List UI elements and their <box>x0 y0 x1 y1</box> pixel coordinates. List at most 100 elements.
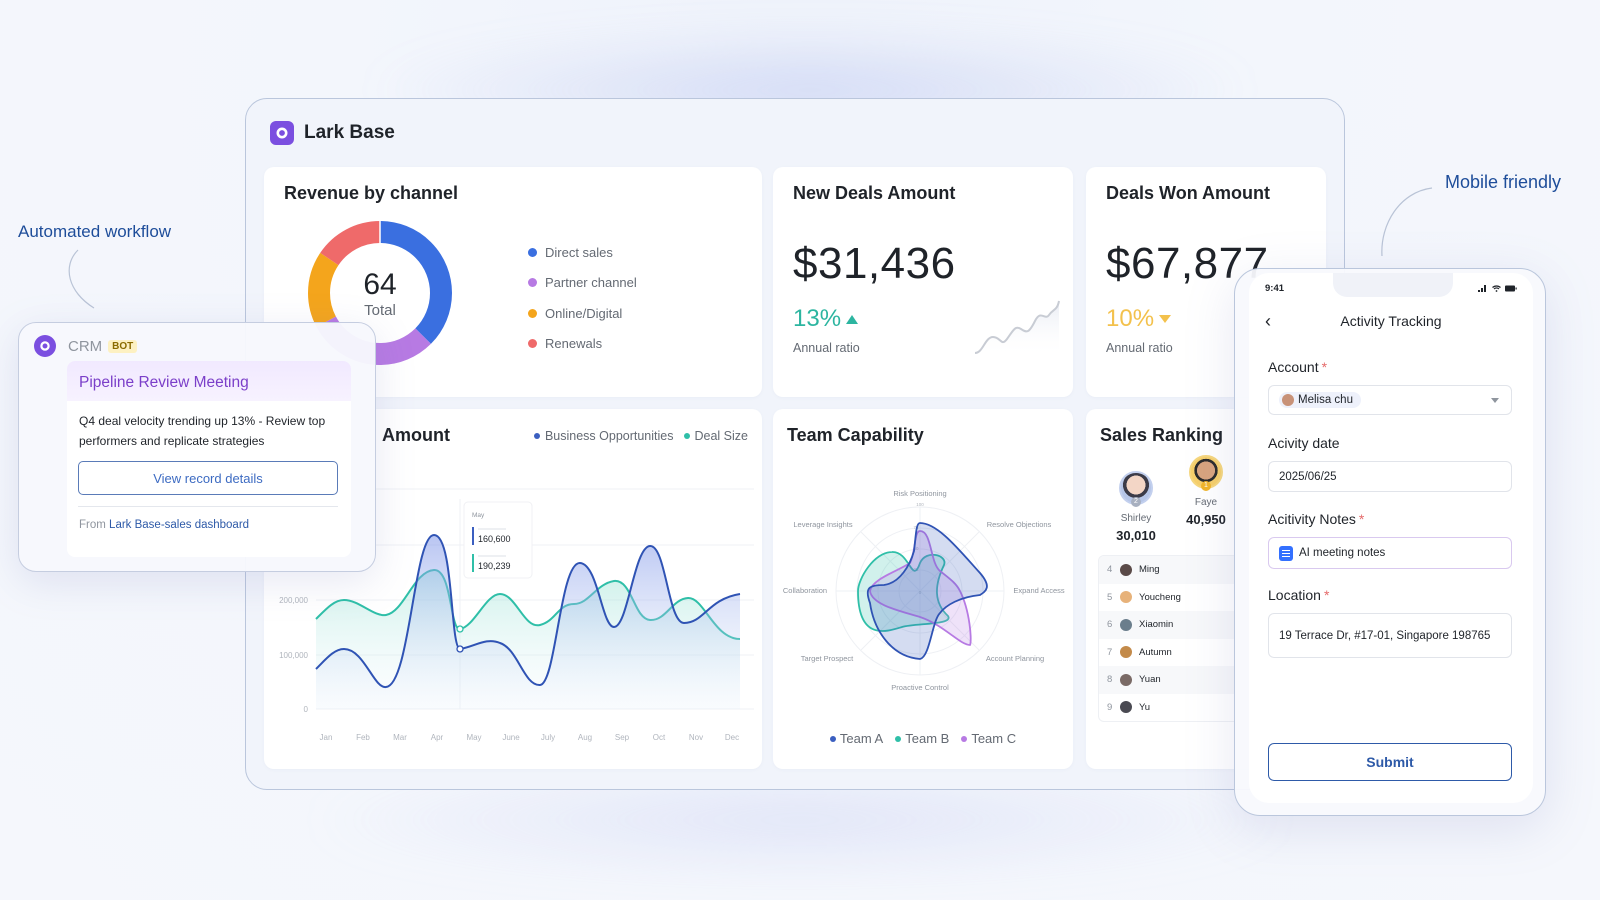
svg-text:Target Prospect: Target Prospect <box>801 654 854 663</box>
divider <box>78 506 338 507</box>
battery-icon <box>1505 285 1517 292</box>
svg-text:May: May <box>466 733 481 742</box>
ranking-row[interactable]: 7 Autumn <box>1107 646 1172 659</box>
svg-text:Sep: Sep <box>615 733 630 742</box>
svg-text:Leverage Insights: Leverage Insights <box>793 520 852 529</box>
message-source: From Lark Base-sales dashboard <box>79 519 250 531</box>
dropdown-caret-icon <box>1491 398 1499 403</box>
svg-text:Nov: Nov <box>689 733 703 742</box>
avatar <box>1282 394 1294 406</box>
svg-text:Mar: Mar <box>393 733 407 742</box>
back-chevron-icon[interactable]: ‹ <box>1265 311 1271 331</box>
team-legend: Team A Team B Team C <box>773 731 1073 746</box>
legend-item-business-opportunities[interactable]: Business Opportunities <box>533 429 674 443</box>
legend-item-online-digital[interactable]: Online/Digital <box>528 298 637 329</box>
legend-item-direct-sales[interactable]: Direct sales <box>528 237 637 268</box>
wifi-icon <box>1492 285 1501 292</box>
svg-text:0: 0 <box>919 590 922 595</box>
avatar <box>1120 673 1132 686</box>
svg-text:190,239: 190,239 <box>478 561 511 571</box>
submit-button[interactable]: Submit <box>1268 743 1512 781</box>
status-time: 9:41 <box>1265 283 1285 294</box>
ranking-row[interactable]: 9 Yu <box>1107 701 1151 714</box>
kpi-change: 10% <box>1106 305 1172 333</box>
bot-avatar-icon <box>34 335 56 357</box>
crm-bot-message: CRM BOT Pipeline Review Meeting Q4 deal … <box>18 322 376 572</box>
automated-workflow-annotation: Automated workflow <box>18 222 172 241</box>
location-field[interactable]: 19 Terrace Dr, #17-01, Singapore 198765 <box>1268 613 1512 658</box>
source-link[interactable]: Lark Base-sales dashboard <box>109 519 250 531</box>
phone-nav-bar: ‹ Activity Tracking <box>1249 311 1533 331</box>
svg-text:50: 50 <box>913 546 919 551</box>
legend-item-team-a[interactable]: Team A <box>829 731 883 746</box>
activity-notes-label: Acitivity Notes * <box>1268 511 1365 527</box>
message-title: Pipeline Review Meeting <box>67 361 351 401</box>
bot-badge: BOT <box>108 339 138 353</box>
svg-text:Aug: Aug <box>578 733 592 742</box>
svg-text:100,000: 100,000 <box>279 651 308 660</box>
card-title: Team Capability <box>787 425 924 445</box>
account-label: Account * <box>1268 359 1328 375</box>
account-chip: Melisa chu <box>1279 392 1361 408</box>
signal-icon <box>1478 285 1486 292</box>
legend-item-deal-size[interactable]: Deal Size <box>683 429 748 443</box>
app-title: Lark Base <box>304 122 395 143</box>
sparkline-chart <box>974 300 1060 357</box>
ranking-row[interactable]: 5 Youcheng <box>1107 591 1181 604</box>
card-title: Amount <box>382 425 450 445</box>
podium-rank-1[interactable]: 1 Faye 40,950 <box>1176 455 1236 527</box>
activity-date-field[interactable]: 2025/06/25 <box>1268 461 1512 492</box>
kpi-change: 13% <box>793 305 859 333</box>
svg-text:200,000: 200,000 <box>279 596 308 605</box>
lark-base-logo-icon <box>270 121 294 145</box>
trend-up-icon <box>846 314 859 324</box>
dashboard-header: Lark Base <box>270 121 395 145</box>
account-select[interactable]: Melisa chu <box>1268 385 1512 415</box>
activity-notes-field[interactable]: AI meeting notes <box>1268 537 1512 569</box>
bot-name: CRM <box>68 337 103 355</box>
svg-text:July: July <box>541 733 555 742</box>
donut-total: 64 <box>363 267 397 301</box>
trend-down-icon <box>1159 315 1172 323</box>
avatar: 2 <box>1119 471 1153 507</box>
donut-total-label: Total <box>364 301 396 319</box>
screen-title: Activity Tracking <box>1340 313 1442 329</box>
phone-notch <box>1333 273 1453 297</box>
legend-item-partner-channel[interactable]: Partner channel <box>528 268 637 299</box>
bot-message-card: Pipeline Review Meeting Q4 deal velocity… <box>67 361 351 557</box>
legend-item-team-b[interactable]: Team B <box>895 731 949 746</box>
card-title: Sales Ranking <box>1100 425 1224 445</box>
avatar <box>1120 701 1132 714</box>
svg-text:Account Planning: Account Planning <box>986 654 1044 663</box>
dashboard-window: Lark Base Revenue by channel 64 Total Di… <box>245 98 1345 790</box>
podium-rank-2[interactable]: 2 Shirley 30,010 <box>1106 471 1166 543</box>
kpi-value: $31,436 <box>793 239 956 288</box>
activity-date-label: Acivity date <box>1268 435 1340 451</box>
status-bar: 9:41 <box>1265 283 1517 294</box>
document-icon <box>1279 545 1293 561</box>
legend-item-team-c[interactable]: Team C <box>961 731 1016 746</box>
amount-area-chart[interactable]: 200,000 100,000 0 May 160,600 190,239 <box>264 409 762 769</box>
avatar <box>1120 646 1132 659</box>
location-label: Location * <box>1268 587 1330 603</box>
svg-text:Collaboration: Collaboration <box>783 586 827 595</box>
team-capability-card: Team Capability 0 25 50 75 100 <box>773 409 1073 769</box>
mobile-friendly-annotation: Mobile friendly <box>1445 172 1562 192</box>
card-title: Deals Won Amount <box>1106 183 1271 203</box>
card-title: Revenue by channel <box>284 183 459 203</box>
svg-text:Jan: Jan <box>320 733 333 742</box>
revenue-donut-chart[interactable] <box>308 221 452 365</box>
amount-legend: Business Opportunities Deal Size <box>533 429 748 443</box>
svg-text:0: 0 <box>304 705 309 714</box>
new-deals-amount-card: New Deals Amount $31,436 13% Annual rati… <box>773 167 1073 397</box>
avatar <box>1120 618 1132 631</box>
legend-item-renewals[interactable]: Renewals <box>528 329 637 360</box>
avatar: 1 <box>1189 455 1223 491</box>
svg-text:Resolve Objections: Resolve Objections <box>987 520 1052 529</box>
mobile-phone-frame: 9:41 ‹ Activity Tracking Account * Melisa… <box>1234 268 1546 816</box>
revenue-legend: Direct sales Partner channel Online/Digi… <box>528 237 637 359</box>
view-record-details-button[interactable]: View record details <box>78 461 338 495</box>
svg-text:June: June <box>502 733 520 742</box>
team-capability-radar-chart[interactable]: 0 25 50 75 100 Risk Positioning Resolve … <box>773 409 1073 769</box>
amount-chart-card: Amount Business Opportunities Deal Size … <box>264 409 762 769</box>
